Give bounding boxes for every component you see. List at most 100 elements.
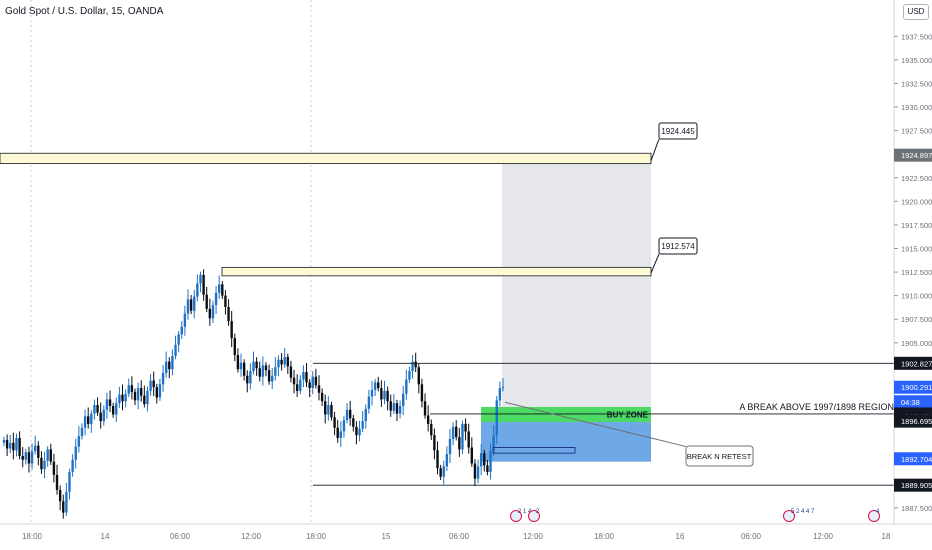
- price-tick: 1927.500: [901, 127, 932, 136]
- candle: [171, 349, 174, 376]
- candle: [118, 386, 121, 408]
- retest-callout[interactable]: BREAK N RETEST: [685, 445, 754, 467]
- svg-text:2: 2: [536, 509, 540, 515]
- candle: [242, 359, 246, 381]
- candle: [308, 379, 311, 398]
- candle: [27, 446, 31, 473]
- candle: [96, 397, 99, 416]
- time-tick: 12:00: [813, 532, 834, 541]
- candle: [90, 410, 93, 433]
- candle: [258, 361, 261, 382]
- price-badge: 1924.897: [894, 148, 932, 162]
- candle: [199, 271, 202, 293]
- callout-upper[interactable]: 1924.445: [650, 122, 698, 161]
- candle: [439, 464, 442, 481]
- event-marker-icon[interactable]: 2: [528, 509, 541, 522]
- svg-text:1924.897: 1924.897: [901, 151, 932, 160]
- candle: [267, 364, 271, 385]
- candle: [236, 348, 240, 373]
- candle: [99, 402, 102, 429]
- price-tick: 1920.000: [901, 197, 932, 206]
- candle: [52, 453, 56, 483]
- blue-zone[interactable]: [481, 422, 651, 462]
- candle: [426, 405, 430, 432]
- candle: [473, 459, 477, 487]
- candle: [501, 378, 505, 392]
- candle: [136, 382, 140, 410]
- candle: [5, 434, 9, 456]
- candle: [158, 378, 162, 401]
- candle: [121, 384, 124, 411]
- candle: [189, 294, 193, 315]
- retest-rect[interactable]: [492, 446, 576, 454]
- candle: [280, 353, 283, 371]
- mid-target-box[interactable]: [221, 266, 652, 277]
- candle: [411, 354, 414, 379]
- candle: [433, 428, 436, 460]
- candle: [302, 365, 305, 388]
- candle: [464, 418, 467, 441]
- candle: [261, 356, 265, 386]
- candle: [124, 389, 127, 408]
- price-axis[interactable]: 1937.500 1935.000 1932.500 1930.000 1927.500…: [893, 0, 932, 550]
- callout-mid[interactable]: 1912.574: [650, 237, 698, 274]
- candle: [358, 420, 361, 442]
- candle: [314, 368, 318, 389]
- candle: [15, 433, 18, 457]
- candle: [455, 420, 458, 441]
- candle: [211, 300, 215, 324]
- event-marker-icon[interactable]: 4: [868, 509, 881, 522]
- time-tick: 18:00: [306, 532, 327, 541]
- svg-text:2 1 4: 2 1 4: [518, 509, 532, 515]
- candle: [467, 423, 470, 454]
- candle: [111, 402, 115, 418]
- candle: [479, 444, 483, 476]
- candle: [46, 446, 49, 467]
- candle: [361, 410, 364, 432]
- event-marker-icon[interactable]: 5 2 4 4 7: [783, 509, 816, 522]
- candle: [392, 394, 396, 415]
- candle: [386, 386, 389, 411]
- candle: [93, 399, 96, 420]
- svg-text:1896.695: 1896.695: [901, 417, 932, 426]
- time-tick: 14: [101, 532, 110, 541]
- currency-button[interactable]: USD: [903, 4, 929, 20]
- candle: [80, 423, 84, 440]
- candle: [83, 409, 87, 436]
- price-tick: 1907.500: [901, 315, 932, 324]
- svg-text:1889.905: 1889.905: [901, 481, 932, 490]
- candle: [470, 437, 474, 467]
- buy-zone[interactable]: [481, 406, 651, 423]
- svg-text:4: 4: [876, 509, 880, 515]
- candle: [286, 353, 290, 374]
- candle: [87, 407, 90, 429]
- price-badge: 04:38: [894, 395, 932, 409]
- time-tick: 06:00: [170, 532, 191, 541]
- candle: [193, 289, 196, 319]
- candle: [37, 441, 40, 466]
- upper-target-box[interactable]: [0, 152, 652, 165]
- price-tick: 1935.000: [901, 56, 932, 65]
- candle: [311, 371, 314, 395]
- candle: [333, 411, 336, 436]
- candle: [367, 389, 371, 414]
- candle: [2, 436, 6, 447]
- overlay-layer: 1924.445 1912.574 A BREAK ABOVE 1997/1898 …: [313, 122, 894, 486]
- candle: [320, 388, 324, 406]
- candle: [327, 396, 330, 421]
- candle: [458, 428, 461, 457]
- candle: [246, 370, 249, 393]
- event-marker-icon[interactable]: 2 1 4: [510, 509, 533, 522]
- candle: [177, 331, 180, 353]
- price-badge: 1902.827: [894, 356, 932, 370]
- candle: [252, 351, 255, 375]
- candle: [498, 381, 502, 407]
- svg-text:1924.445: 1924.445: [661, 127, 695, 136]
- time-axis[interactable]: 18:00 14 06:00 12:00 18:00 15 06:00 12:00 18:00 1…: [0, 509, 932, 541]
- svg-text:5 2 4 4 7: 5 2 4 4 7: [791, 509, 815, 515]
- price-badge: 1889.905: [894, 478, 932, 492]
- candle: [264, 362, 268, 377]
- candle: [233, 333, 236, 362]
- candle: [105, 392, 109, 419]
